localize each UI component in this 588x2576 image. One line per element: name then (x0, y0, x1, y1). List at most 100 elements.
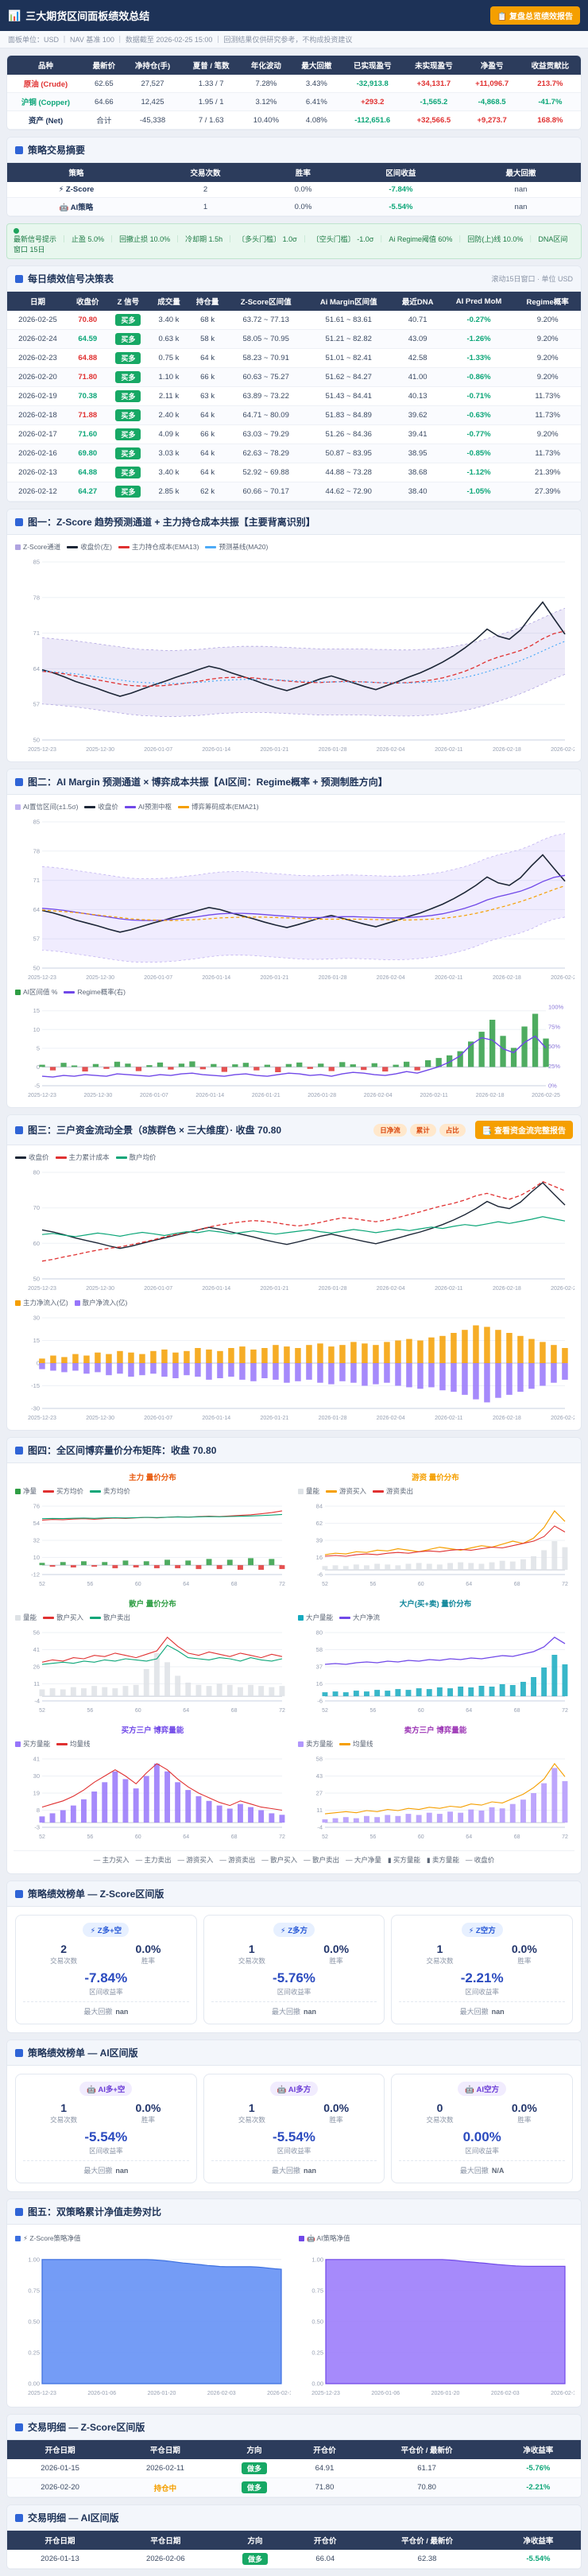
svg-text:0: 0 (37, 1360, 40, 1367)
table-cell: 69.80 (68, 444, 107, 463)
svg-text:15: 15 (33, 1007, 40, 1014)
signal-strip-items: 最新信号提示止盈 5.0%回撤止损 10.0%冷却期 1.5h〔多头门槛〕 1.… (14, 234, 574, 254)
chart2-title: 图二：AI Margin 预测通道 × 博弈成本共振【AI区间：Regime概率… (28, 777, 388, 788)
chart-canvas: -5 0 5 10 15 0% 25% 50% 75% 100% 2025-12-23 2025-12… (28, 1004, 563, 1099)
svg-text:60: 60 (418, 1834, 424, 1840)
table-cell: 9.20% (514, 348, 581, 368)
table-cell: 9.20% (514, 311, 581, 330)
table-cell: 64 k (188, 463, 227, 482)
svg-text:2026-02-04: 2026-02-04 (377, 1416, 405, 1421)
svg-text:2026-01-21: 2026-01-21 (252, 1093, 280, 1098)
view-pill[interactable]: 日净流 (373, 1123, 407, 1137)
chart-legend: Z-Score通道 收盘价(左) 主力持仓成本(EMA13) 预测基线(MA20) (14, 540, 574, 556)
table-cell: -41.7% (519, 92, 581, 111)
stat-label: 最大回撤 (83, 2167, 113, 2175)
stat-label: 胜率 (329, 1957, 343, 1965)
svg-text:1.00: 1.00 (28, 2256, 40, 2263)
trades-count: 1 (436, 1943, 443, 1955)
chart-canvas: -6 16 37 58 80 52 56 60 64 68 72 (316, 1629, 568, 1714)
table-cell: 40.13 (392, 386, 443, 406)
table-cell: 52.92 ~ 69.88 (226, 463, 305, 482)
stat-label: 区间收益率 (277, 1988, 311, 1996)
chart-legend: AI区间值 % Regime概率(右) (14, 985, 574, 1001)
svg-text:26: 26 (33, 1664, 40, 1671)
column-header: 收盘价 (68, 292, 107, 311)
chart3-view-pills[interactable]: 日净流 累计 占比 (373, 1123, 466, 1137)
table-cell: 51.26 ~ 84.36 (304, 424, 393, 444)
max-drawdown: N/A (491, 2167, 505, 2175)
mini-chart-cell: 游资 量价分布 量能 游资买入 游资卖出 -6 16 39 62 84 52 56 60 64 68 72 (296, 1470, 574, 1591)
table-cell: -112,651.6 (342, 110, 404, 130)
legend-item: — 主力卖出 (135, 1856, 172, 1864)
svg-text:0.75: 0.75 (311, 2287, 323, 2294)
table-cell: 买多 (106, 329, 150, 349)
svg-text:0.75: 0.75 (28, 2287, 40, 2294)
table-cell: nan (460, 197, 581, 216)
table-cell: 做多 (217, 2459, 292, 2478)
svg-text:64: 64 (183, 1708, 189, 1714)
table-cell: -5.54% (340, 197, 461, 216)
table-cell: 7.28% (241, 75, 292, 93)
chart3-title: 图三：三户资金流动全景（8族群色 × 三大维度）· 收盘 70.80 (28, 1125, 282, 1136)
svg-text:2026-01-14: 2026-01-14 (202, 1416, 230, 1421)
svg-text:16: 16 (316, 1554, 323, 1561)
table-cell: 持仓中 (113, 2477, 218, 2497)
svg-text:2026-01-14: 2026-01-14 (202, 747, 230, 753)
direction-badge: 买多 (115, 371, 141, 383)
svg-text:68: 68 (231, 1834, 238, 1840)
return-value: 0.00% (462, 2129, 501, 2144)
svg-text:2026-02-18: 2026-02-18 (493, 1416, 521, 1421)
svg-text:39: 39 (316, 1537, 323, 1544)
svg-text:-6: -6 (317, 1698, 323, 1705)
svg-text:75%: 75% (548, 1023, 560, 1030)
fundflow-report-button[interactable]: 📑 查看资金流完整报告 (474, 1121, 573, 1139)
win-rate: 0.0% (511, 2101, 537, 2114)
legend-item: 买方均价 (43, 1486, 83, 1496)
chart-legend: 买方量能 均量线 (14, 1737, 292, 1753)
sell-side-energy-chart: 卖方量能 均量线 -4 11 27 43 58 52 56 60 64 68 72 (296, 1737, 574, 1844)
table-cell: 66.04 (292, 2550, 359, 2569)
svg-text:72: 72 (279, 1708, 285, 1714)
trades-ai-header: 交易明细 — AI区间版 (7, 2505, 581, 2531)
svg-text:57: 57 (33, 701, 40, 708)
trades-ai-panel: 交易明细 — AI区间版 开仓日期 平仓日期 方向 开仓价 平仓价 / 最新价 净收益率 2… (6, 2504, 582, 2570)
perf-card-ai-short: 🤖 AI空方 0 交易次数 0.0% 胜率 0.00% 区间收益率 最大回撤 N/A (391, 2074, 573, 2183)
table-cell: 50.87 ~ 83.95 (304, 444, 393, 463)
trades-count: 1 (248, 1943, 255, 1955)
svg-text:64: 64 (183, 1582, 189, 1587)
column-header: 净收益率 (495, 2531, 581, 2550)
perf-card-tag: 🤖 AI空方 (458, 2082, 506, 2096)
svg-text:25%: 25% (548, 1063, 560, 1070)
table-cell: 71.80 (291, 2477, 358, 2497)
table-cell: 2.11 k (149, 386, 188, 406)
report-overview-button[interactable]: 📋 复盘总览绩效报告 (489, 6, 580, 25)
chart-legend: AI置信区间(±1.5σ) 收盘价 AI预测中枢 博弈筹码成本(EMA21) (14, 800, 574, 815)
svg-text:2026-01-07: 2026-01-07 (144, 1416, 172, 1421)
hot-money-volume-price-chart: 量能 游资买入 游资卖出 -6 16 39 62 84 52 56 60 64 68 72 (296, 1484, 574, 1591)
svg-text:2026-02-25: 2026-02-25 (532, 1093, 560, 1098)
svg-text:64: 64 (466, 1708, 472, 1714)
svg-text:27: 27 (316, 1790, 323, 1797)
svg-text:64: 64 (466, 1834, 472, 1840)
table-cell: 61.17 (358, 2459, 496, 2478)
svg-text:2026-02-04: 2026-02-04 (377, 747, 405, 753)
daily-section-header: 每日绩效信号决策表 滚动15日窗口 · 单位 USD (7, 266, 581, 292)
table-row: 2026-02-24 64.59 买多 0.63 k 58 k 58.05 ~ 70.95… (7, 329, 581, 349)
svg-text:5: 5 (37, 1044, 40, 1052)
view-pill[interactable]: 占比 (439, 1123, 466, 1137)
table-cell: +11,096.7 (464, 75, 520, 93)
svg-text:2026-02-18: 2026-02-18 (493, 975, 521, 981)
overview-panel: 品种 最新价 净持仓(手) 夏普 / 笔数 年化波动 最大回撤 已实现盈亏 未实现盈亏 净盈亏收… (6, 55, 582, 130)
table-cell: 7 / 1.63 (181, 110, 242, 130)
svg-text:60: 60 (135, 1834, 141, 1840)
stat-label: 交易次数 (50, 1957, 78, 1965)
table-cell: 71.60 (68, 424, 107, 444)
svg-text:2026-01-20: 2026-01-20 (431, 2391, 460, 2396)
win-rate: 0.0% (135, 2101, 161, 2114)
svg-text:72: 72 (562, 1708, 568, 1714)
chart-canvas: -4 11 26 41 56 52 56 60 64 68 72 (33, 1629, 285, 1714)
legend-item: 量能 (15, 1613, 37, 1622)
legend-item: 均量线 (339, 1739, 373, 1749)
table-cell: -7.84% (340, 182, 461, 198)
view-pill[interactable]: 累计 (409, 1123, 436, 1137)
